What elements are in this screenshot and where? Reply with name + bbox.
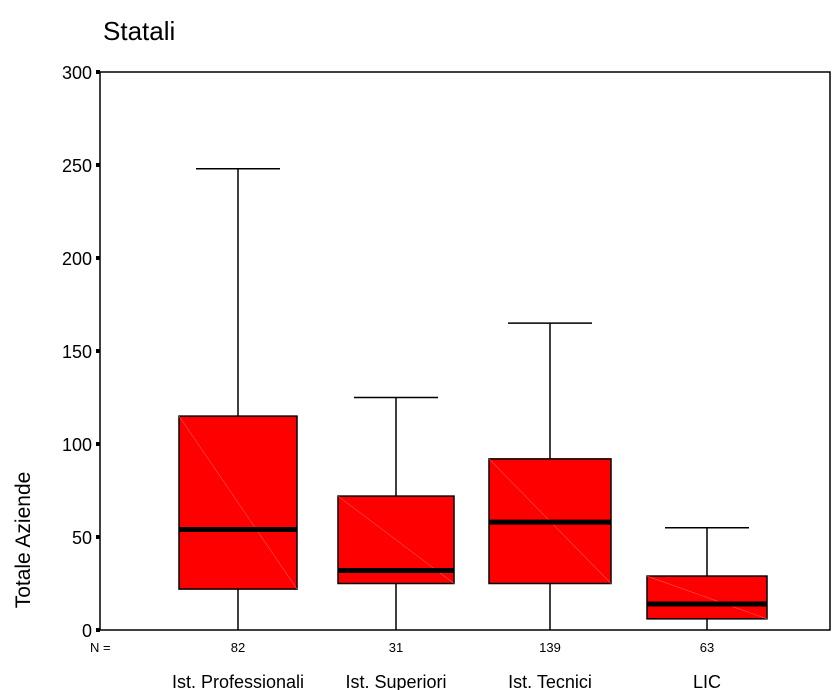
n-count-label: 31 [389,640,403,655]
y-tick-label: 100 [62,435,92,455]
category-label: Ist. Professionali [172,672,304,690]
y-tick-label: 250 [62,156,92,176]
y-axis-label: Totale Aziende [12,472,35,609]
n-count-label: 139 [539,640,561,655]
category-label: Ist. Superiori [345,672,446,690]
n-count-label: 82 [231,640,245,655]
plot-area: 0 50 100 150 200 250 300 82 Ist. Professionali 31… [62,63,831,690]
category-label: LIC [693,672,721,690]
chart-title: Statali [103,16,175,46]
y-tick-label: 50 [72,528,92,548]
box-diagonal [646,575,768,620]
y-tick-label: 300 [62,63,92,83]
y-tick-label: 0 [82,621,92,641]
box-diagonal [178,415,298,590]
y-tick-label: 150 [62,342,92,362]
category-label: Ist. Tecnici [508,672,592,690]
n-count-label: 63 [700,640,714,655]
n-label: N = [90,640,111,655]
y-tick-label: 200 [62,249,92,269]
